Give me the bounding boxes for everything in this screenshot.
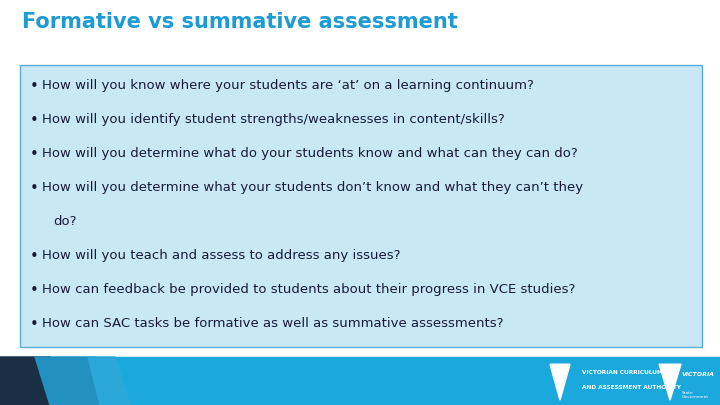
Text: How will you determine what your students don’t know and what they can’t they: How will you determine what your student…: [42, 181, 583, 194]
Text: •: •: [30, 249, 39, 264]
Polygon shape: [88, 357, 130, 405]
Text: How will you determine what do your students know and what can they can do?: How will you determine what do your stud…: [42, 147, 577, 160]
Text: Formative vs summative assessment: Formative vs summative assessment: [22, 12, 458, 32]
Text: AND ASSESSMENT AUTHORITY: AND ASSESSMENT AUTHORITY: [582, 385, 681, 390]
Text: do?: do?: [53, 215, 76, 228]
Polygon shape: [550, 364, 570, 400]
Text: •: •: [30, 79, 39, 94]
Text: How can feedback be provided to students about their progress in VCE studies?: How can feedback be provided to students…: [42, 283, 575, 296]
Text: •: •: [30, 113, 39, 128]
FancyBboxPatch shape: [20, 65, 702, 347]
Text: How will you know where your students are ‘at’ on a learning continuum?: How will you know where your students ar…: [42, 79, 534, 92]
Polygon shape: [0, 357, 75, 405]
Text: VICTORIAN CURRICULUM: VICTORIAN CURRICULUM: [582, 371, 662, 375]
Text: •: •: [30, 283, 39, 298]
Text: State
Government: State Government: [682, 390, 709, 399]
Polygon shape: [35, 357, 115, 405]
Text: How can SAC tasks be formative as well as summative assessments?: How can SAC tasks be formative as well a…: [42, 317, 503, 330]
Text: •: •: [30, 147, 39, 162]
Text: ViCTORiA: ViCTORiA: [682, 372, 715, 377]
Text: •: •: [30, 181, 39, 196]
Text: How will you teach and assess to address any issues?: How will you teach and assess to address…: [42, 249, 400, 262]
Text: •: •: [30, 317, 39, 332]
Bar: [0, 357, 720, 405]
Polygon shape: [659, 364, 681, 400]
Text: How will you identify student strengths/weaknesses in content/skills?: How will you identify student strengths/…: [42, 113, 505, 126]
